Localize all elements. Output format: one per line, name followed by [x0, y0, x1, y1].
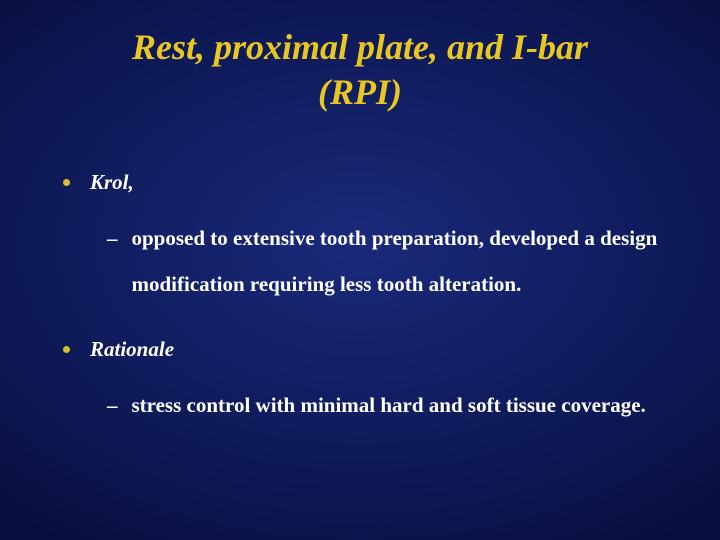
bullet-dot-icon — [63, 179, 70, 186]
bullet-label: Rationale — [90, 337, 174, 362]
dash-icon: – — [107, 382, 118, 428]
slide-title: Rest, proximal plate, and I-bar (RPI) — [55, 25, 665, 115]
sub-text: opposed to extensive tooth preparation, … — [132, 215, 666, 307]
bullet-item: Krol, — [55, 170, 665, 195]
bullet-item: Rationale — [55, 337, 665, 362]
dash-icon: – — [107, 215, 118, 261]
bullet-list: Krol, – opposed to extensive tooth prepa… — [55, 170, 665, 429]
slide-container: Rest, proximal plate, and I-bar (RPI) Kr… — [0, 0, 720, 540]
sub-item: – stress control with minimal hard and s… — [107, 382, 665, 428]
bullet-dot-icon — [63, 346, 70, 353]
sub-list: – stress control with minimal hard and s… — [107, 382, 665, 428]
sub-item: – opposed to extensive tooth preparation… — [107, 215, 665, 307]
sub-list: – opposed to extensive tooth preparation… — [107, 215, 665, 307]
title-line-1: Rest, proximal plate, and I-bar — [132, 27, 588, 67]
title-line-2: (RPI) — [318, 72, 402, 112]
bullet-label: Krol, — [90, 170, 134, 195]
sub-text: stress control with minimal hard and sof… — [132, 382, 646, 428]
